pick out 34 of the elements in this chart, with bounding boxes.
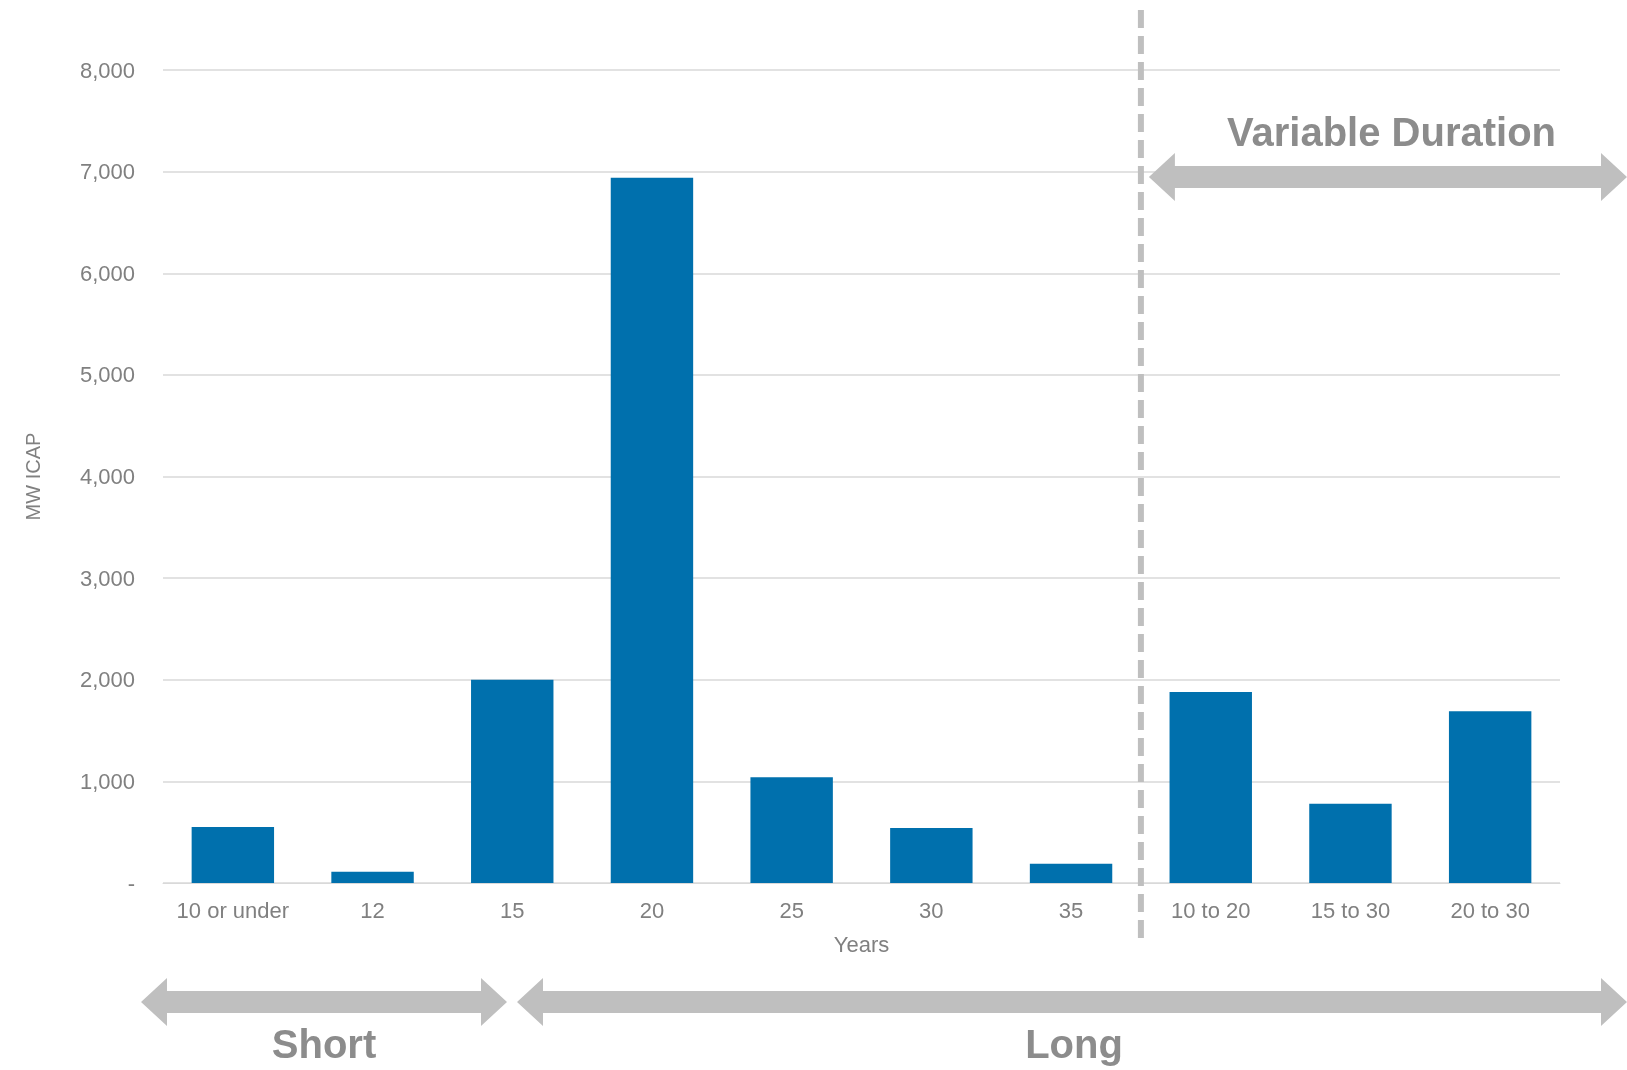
y-tick-label: 4,000 [79,464,135,489]
bar [1309,803,1392,883]
text: Long [1025,1022,1123,1066]
y-tick-label: 1,000 [79,768,135,794]
text: Short [271,1022,377,1066]
x-tick-label: 10 to 20 [1170,897,1251,923]
bar [610,177,694,883]
x-tick-label: 35 [1058,897,1084,923]
x-tick-label: 20 [639,897,665,923]
y-tick-label: 3,000 [79,565,135,591]
bar [1029,863,1113,883]
y-tick-label: 5,000 [79,362,135,388]
y-tick-label: 8,000 [79,57,135,83]
x-tick-label: 15 [500,897,525,923]
x-tick-label: 15 to 30 [1310,897,1391,923]
bar [471,679,554,883]
x-tick-label: 12 [360,897,385,923]
x-tick-label: 25 [779,897,804,923]
x-tick-label: 30 [919,897,944,923]
y-tick-label: 2,000 [79,667,135,693]
y-tick-label: - [127,870,135,896]
y-axis-title: MW ICAP [22,432,44,521]
y-tick-label: 7,000 [79,159,135,185]
y-tick-label: 6,000 [79,260,135,286]
bar [331,871,414,883]
x-tick-label: 20 to 30 [1450,897,1530,923]
annotation: Variable Duration [1227,110,1556,154]
x-tick-label: 10 or under [176,897,290,923]
x-axis-title: Years [833,931,890,957]
bar [191,827,275,883]
bar [1169,691,1252,883]
bar [890,828,973,883]
bar [750,777,833,883]
bar [1448,711,1532,883]
